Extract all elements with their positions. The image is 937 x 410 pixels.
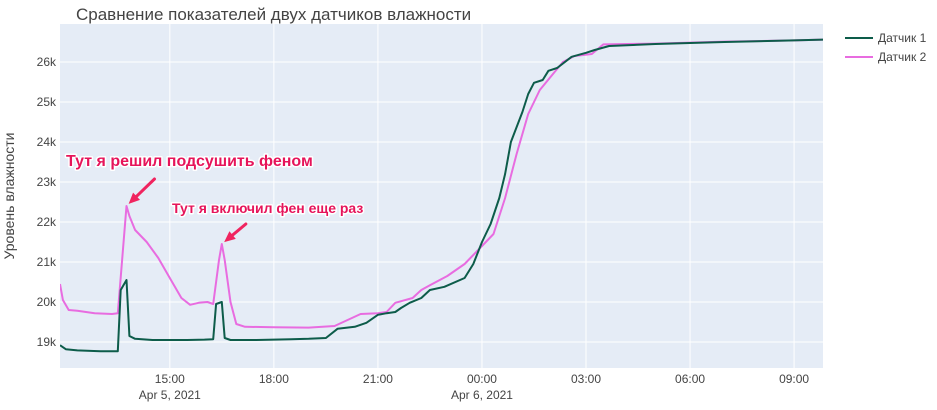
y-tick-label: 19k [37, 335, 57, 349]
y-tick-label: 26k [37, 55, 57, 69]
series-line-Датчик 2 [60, 38, 823, 329]
annotation-arrow-shaft [231, 222, 248, 237]
chart-title: Сравнение показателей двух датчиков влаж… [76, 5, 471, 24]
series-layer [60, 38, 823, 353]
legend-item-label[interactable]: Датчик 2 [878, 50, 927, 64]
x-tick-label: 18:00 [259, 372, 289, 386]
grid-lines [60, 24, 823, 368]
y-tick-label: 25k [37, 95, 57, 109]
y-tick-label: 24k [37, 135, 57, 149]
y-axis-ticks: 19k 20k 21k 22k 23k 24k 25k 26k [37, 55, 57, 349]
legend-item-label[interactable]: Датчик 1 [878, 31, 927, 45]
annotations-layer: Тут я решил подсушить феном Тут я включил… [65, 152, 365, 243]
y-tick-label: 21k [37, 255, 57, 269]
annotation-arrow-head [224, 231, 236, 243]
legend[interactable]: Датчик 1 Датчик 2 [845, 31, 927, 64]
y-tick-label: 23k [37, 175, 57, 189]
annotation-arrow-shaft [135, 177, 156, 198]
x-tick-label: 03:00 [571, 372, 601, 386]
x-tick-date-label: Apr 6, 2021 [451, 388, 513, 402]
annotation-arrow-head [128, 192, 141, 204]
x-tick-label: 09:00 [779, 372, 809, 386]
y-tick-label: 20k [37, 295, 57, 309]
plot-area [60, 24, 823, 368]
x-tick-label: 00:00 [467, 372, 497, 386]
annotation-text: Тут я решил подсушить феном [66, 153, 313, 170]
y-tick-label: 22k [37, 215, 57, 229]
y-axis-label: Уровень влажности [1, 132, 17, 259]
x-tick-label: 21:00 [363, 372, 393, 386]
x-axis-ticks: 15:00 Apr 5, 2021 18:00 21:00 00:00 Apr 6, 20… [139, 372, 810, 402]
annotation-text: Тут я включил фен еще раз [172, 200, 363, 216]
x-tick-label: 06:00 [675, 372, 705, 386]
series-line-Датчик 1 [60, 38, 823, 353]
x-tick-date-label: Apr 5, 2021 [139, 388, 201, 402]
x-tick-label: 15:00 [155, 372, 185, 386]
